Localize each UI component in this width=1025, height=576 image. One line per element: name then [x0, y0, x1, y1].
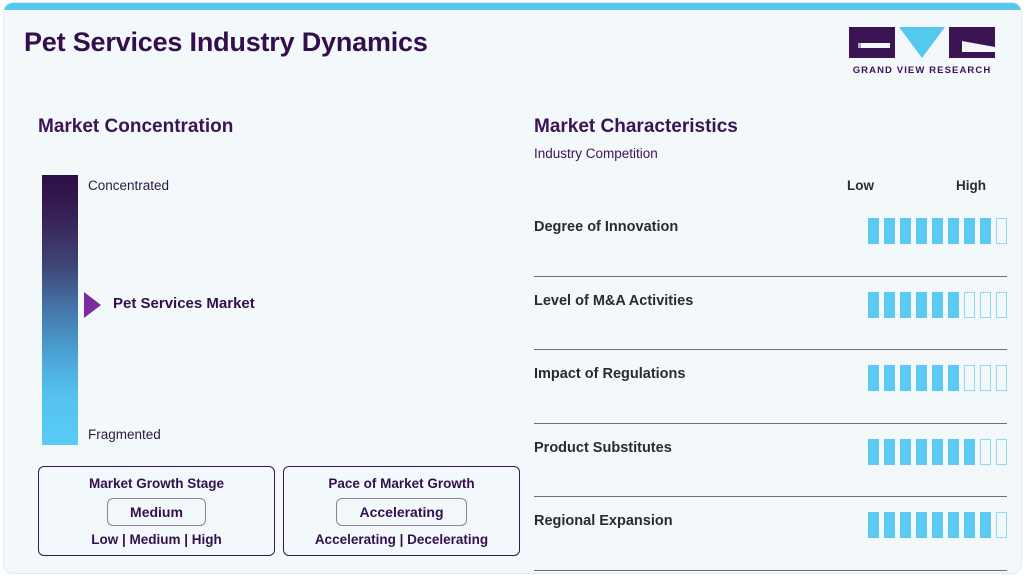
characteristic-label: Degree of Innovation	[534, 219, 679, 235]
characteristic-label: Regional Expansion	[534, 513, 673, 529]
market-position-arrow-icon	[84, 292, 101, 318]
rating-segment-filled	[900, 365, 911, 391]
rating-segment-filled	[916, 438, 927, 465]
logo-g-icon	[849, 27, 895, 58]
rating-segment-filled	[980, 512, 991, 538]
rating-segment-filled	[964, 438, 975, 465]
scale-label-concentrated: Concentrated	[88, 178, 170, 193]
pace-of-market-growth-title: Pace of Market Growth	[328, 476, 475, 491]
market-position-label: Pet Services Market	[113, 295, 255, 312]
rating-segment-filled	[932, 438, 943, 465]
rating-segment-filled	[948, 218, 959, 244]
characteristic-rating-bars	[868, 277, 1007, 318]
logo-wordmark: GRAND VIEW RESEARCH	[852, 65, 992, 76]
rating-segment-empty	[996, 365, 1007, 391]
market-characteristics-subtitle: Industry Competition	[534, 146, 658, 161]
market-characteristics-title: Market Characteristics	[534, 116, 738, 137]
rating-segment-filled	[884, 291, 895, 318]
top-accent-bar	[4, 3, 1021, 10]
characteristic-rating-bars	[868, 203, 1007, 244]
rating-segment-filled	[932, 291, 943, 318]
rating-segment-empty	[996, 218, 1007, 244]
market-characteristics-panel: Market Characteristics Industry Competit…	[524, 3, 1021, 573]
characteristic-label: Product Substitutes	[534, 439, 672, 456]
pace-of-market-growth-box: Pace of Market Growth Accelerating Accel…	[283, 466, 520, 556]
rating-segment-filled	[868, 438, 879, 465]
characteristic-rating-bars	[868, 350, 1007, 391]
market-growth-stage-title: Market Growth Stage	[88, 476, 225, 491]
characteristic-label: Impact of Regulations	[534, 366, 686, 382]
characteristic-row: Regional Expansion	[534, 497, 1007, 571]
rating-segment-filled	[948, 291, 959, 318]
rating-segment-empty	[964, 291, 975, 318]
market-growth-stage-box: Market Growth Stage Medium Low | Medium …	[38, 466, 275, 556]
scale-header-high: High	[956, 178, 986, 193]
page-title: Pet Services Industry Dynamics	[24, 27, 428, 57]
rating-segment-empty	[996, 438, 1007, 465]
growth-stage-boxes: Market Growth Stage Medium Low | Medium …	[38, 466, 520, 556]
rating-segment-empty	[996, 512, 1007, 538]
characteristics-rows: Degree of Innovation Level of M&A Activit…	[534, 203, 1007, 571]
concentration-gradient-scale	[42, 175, 78, 445]
rating-segment-filled	[916, 291, 927, 318]
rating-segment-filled	[916, 365, 927, 391]
rating-segment-filled	[932, 218, 943, 244]
rating-segment-filled	[900, 438, 911, 465]
rating-segment-filled	[884, 218, 895, 244]
rating-segment-filled	[964, 218, 975, 244]
rating-segment-empty	[996, 291, 1007, 318]
characteristic-row: Level of M&A Activities	[534, 277, 1007, 350]
rating-segment-filled	[900, 218, 911, 244]
characteristic-row: Degree of Innovation	[534, 203, 1007, 277]
rating-segment-filled	[900, 291, 911, 318]
characteristic-rating-bars	[868, 424, 1007, 465]
rating-segment-filled	[964, 512, 975, 538]
logo-r-icon	[949, 27, 995, 58]
rating-segment-filled	[900, 512, 911, 538]
rating-segment-filled	[868, 218, 879, 244]
rating-segment-filled	[948, 365, 959, 391]
infographic-card: Pet Services Industry Dynamics GRAND VIE…	[4, 3, 1021, 573]
characteristic-rating-bars	[868, 497, 1007, 538]
characteristic-row: Product Substitutes	[534, 424, 1007, 497]
rating-segment-filled	[980, 218, 991, 244]
rating-segment-empty	[980, 291, 991, 318]
scale-header-low: Low	[847, 178, 874, 193]
market-concentration-panel: Market Concentration Concentrated Fragme…	[4, 3, 524, 573]
rating-segment-filled	[884, 365, 895, 391]
rating-segment-filled	[884, 438, 895, 465]
market-growth-stage-value: Medium	[107, 498, 206, 526]
rating-segment-filled	[932, 512, 943, 538]
rating-segment-empty	[980, 365, 991, 391]
market-growth-stage-options: Low | Medium | High	[91, 532, 222, 547]
rating-segment-filled	[932, 365, 943, 391]
market-concentration-title: Market Concentration	[38, 116, 234, 137]
pace-of-market-growth-options: Accelerating | Decelerating	[314, 532, 489, 547]
rating-segment-filled	[916, 512, 927, 538]
logo-marks	[849, 27, 995, 59]
characteristic-label: Level of M&A Activities	[534, 292, 694, 309]
rating-segment-filled	[884, 512, 895, 538]
rating-segment-filled	[948, 512, 959, 538]
grand-view-research-logo: GRAND VIEW RESEARCH	[849, 27, 995, 76]
rating-segment-filled	[868, 365, 879, 391]
characteristic-row: Impact of Regulations	[534, 350, 1007, 424]
rating-segment-filled	[868, 512, 879, 538]
rating-segment-filled	[868, 291, 879, 318]
pace-of-market-growth-value: Accelerating	[336, 498, 467, 526]
rating-segment-empty	[980, 438, 991, 465]
rating-segment-filled	[916, 218, 927, 244]
scale-label-fragmented: Fragmented	[88, 427, 161, 442]
rating-segment-empty	[964, 365, 975, 391]
rating-segment-filled	[948, 438, 959, 465]
